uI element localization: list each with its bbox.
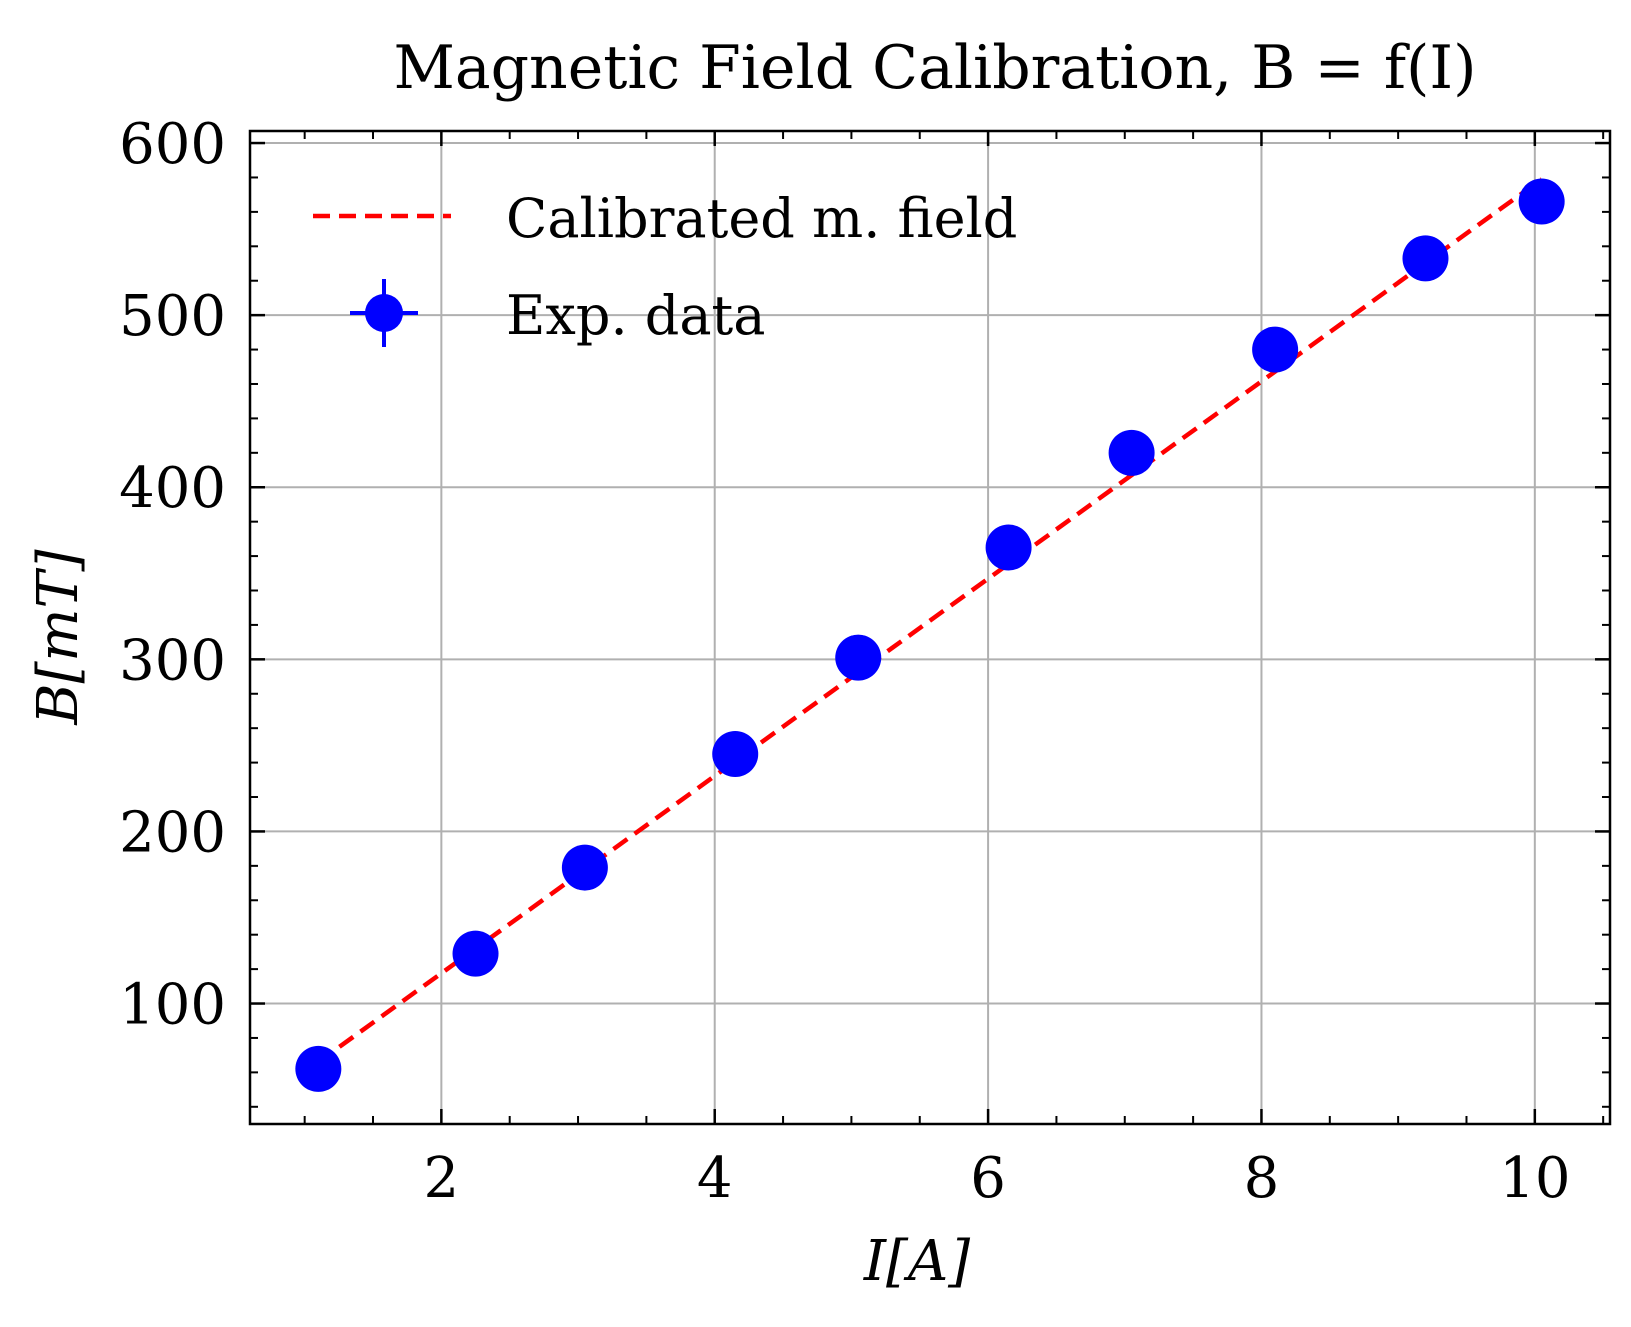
legend-entry-fit: Calibrated m. field (313, 187, 1017, 250)
data-point (1252, 326, 1299, 373)
axis-ticks (250, 131, 1610, 1124)
x-tick-label: 10 (1499, 1146, 1570, 1211)
y-tick-label: 400 (119, 456, 226, 521)
data-point (985, 524, 1032, 571)
data-point (295, 1045, 342, 1092)
y-tick-label: 200 (119, 800, 226, 865)
data-point (452, 930, 499, 977)
data-point (835, 634, 882, 681)
grid-lines (250, 131, 1610, 1124)
data-point (1518, 178, 1565, 225)
y-tick-label: 300 (119, 628, 226, 693)
legend: Calibrated m. field Exp. data (313, 187, 1017, 347)
y-axis-label: B[mT] (26, 549, 91, 725)
data-point (1108, 429, 1155, 476)
y-tick-label: 100 (119, 973, 226, 1038)
tick-labels: 2 4 6 8 10 100 200 300 400 500 600 (119, 112, 1570, 1211)
data-point (1402, 235, 1449, 282)
x-tick-label: 4 (697, 1146, 733, 1211)
plot-area (295, 177, 1565, 1092)
axes-frame (248, 129, 1612, 1126)
y-tick-label: 500 (119, 284, 226, 349)
legend-marker-swatch (365, 294, 403, 332)
x-axis-label: I[A] (863, 1229, 970, 1294)
legend-entry-data: Exp. data (350, 279, 765, 347)
data-point (712, 730, 759, 777)
x-tick-label: 2 (424, 1146, 460, 1211)
y-tick-label: 600 (119, 112, 226, 177)
data-point (561, 844, 608, 891)
legend-label: Calibrated m. field (506, 187, 1017, 250)
fit-line (317, 177, 1543, 1064)
legend-label: Exp. data (506, 284, 765, 347)
chart-title: Magnetic Field Calibration, B = f(I) (393, 33, 1476, 103)
x-tick-label: 6 (970, 1146, 1006, 1211)
x-tick-label: 8 (1244, 1146, 1280, 1211)
